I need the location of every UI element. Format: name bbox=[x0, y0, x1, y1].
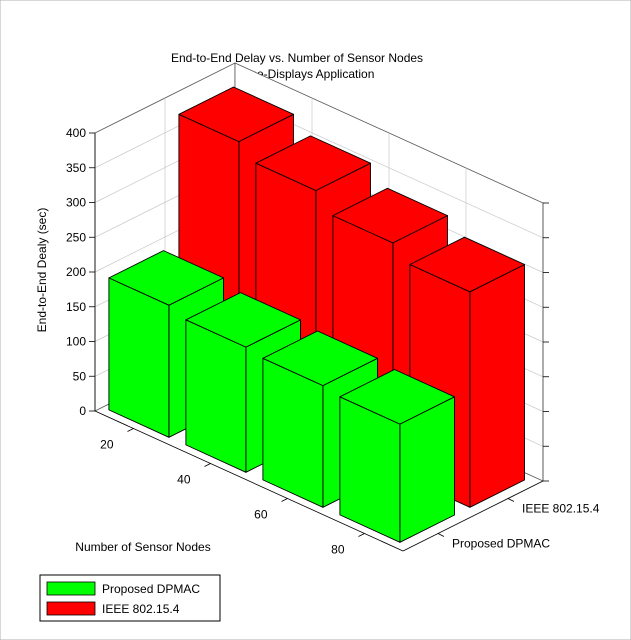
x-axis-line bbox=[94, 410, 404, 552]
x-tick bbox=[281, 498, 288, 502]
legend-label-ieee-802-15-4: IEEE 802.15.4 bbox=[102, 602, 180, 616]
legend-label-proposed-dpmac: Proposed DPMAC bbox=[102, 582, 200, 596]
z-tick-label: 0 bbox=[79, 404, 86, 418]
y-tick-label: Proposed DPMAC bbox=[452, 537, 550, 551]
y-tick-label: IEEE 802.15.4 bbox=[522, 502, 600, 516]
x-tick-label: 60 bbox=[254, 508, 268, 522]
z-tick-label: 350 bbox=[66, 161, 86, 175]
bar-proposed-dpmac-80 bbox=[339, 369, 455, 543]
z-tick-label: 150 bbox=[66, 300, 86, 314]
x-tick bbox=[358, 533, 365, 537]
x-tick-label: 40 bbox=[177, 473, 191, 487]
z-tick-label: 50 bbox=[73, 369, 87, 383]
z-axis-label: End-to-End Dealy (sec) bbox=[35, 208, 49, 333]
y-axis-line bbox=[402, 480, 544, 552]
x-tick-label: 80 bbox=[331, 543, 345, 557]
y-tick bbox=[507, 498, 515, 502]
z-tick-label: 300 bbox=[66, 196, 86, 210]
legend: Proposed DPMAC IEEE 802.15.4 bbox=[39, 574, 221, 622]
y-tick bbox=[437, 533, 445, 537]
legend-swatch-ieee-802-15-4 bbox=[46, 601, 96, 616]
y-axis: Proposed DPMAC IEEE 802.15.4 bbox=[402, 480, 600, 552]
legend-swatch-proposed-dpmac bbox=[46, 581, 96, 596]
z-tick-label: 400 bbox=[66, 126, 86, 140]
x-tick bbox=[204, 463, 211, 467]
z-tick-label: 100 bbox=[66, 335, 86, 349]
z-axis: 0 50 100 150 200 250 300 350 400 bbox=[66, 126, 549, 482]
z-tick-label: 250 bbox=[66, 230, 86, 244]
x-axis: 20 40 60 80 bbox=[94, 410, 404, 557]
bars bbox=[108, 86, 525, 543]
chart-title: End-to-End Delay vs. Number of Sensor No… bbox=[171, 51, 423, 65]
x-tick bbox=[127, 428, 134, 432]
x-tick-label: 20 bbox=[100, 438, 114, 452]
x-axis-label: Number of Sensor Nodes bbox=[75, 540, 210, 554]
z-tick-label: 200 bbox=[66, 265, 86, 279]
